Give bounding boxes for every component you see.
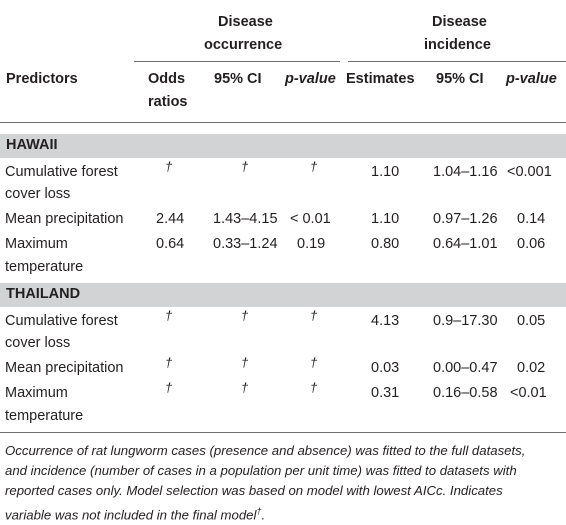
footnote-line1: Occurrence of rat lungworm cases (presen… [5,443,526,458]
pvalue-header-incidence: p-value [506,71,557,87]
odds-ratio-cell: 0.64 [156,236,185,252]
ci-cell-incidence: 0.97–1.26 [433,211,498,227]
ci-cell-occurrence: 1.43–4.15 [213,211,278,227]
pvalue-cell-incidence: <0.001 [507,164,552,180]
ci-cell-incidence: 0.00–0.47 [433,360,498,376]
estimate-cell: 0.03 [371,360,400,376]
predictor-label-line2: cover loss [5,335,71,351]
odds-ratios-header-line1: Odds [148,71,186,87]
footnote-period: . [261,507,266,523]
odds-ratio-cell: † [165,380,173,395]
footnote-line2: and incidence (number of cases in a popu… [5,463,517,478]
incidence-group-underline [348,61,566,62]
pvalue-cell-occurrence: † [310,380,318,395]
ci-cell-occurrence: † [241,355,249,370]
section-title-hawaii: HAWAII [6,137,58,153]
predictor-label-line2: temperature [5,408,84,424]
estimate-cell: 1.10 [371,164,400,180]
pvalue-cell-occurrence: < 0.01 [290,211,331,227]
predictors-header: Predictors [6,71,78,87]
footnote-line4: variable was not included in the final m… [5,501,265,525]
odds-ratios-header-line2: ratios [148,94,188,110]
ci-cell-occurrence: 0.33–1.24 [213,236,278,252]
section-title-thailand: THAILAND [6,286,81,302]
odds-ratio-cell: † [165,308,173,323]
odds-ratio-cell: 2.44 [156,211,185,227]
pvalue-cell-occurrence: † [310,308,318,323]
occurrence-group-title-line1: Disease [218,14,273,30]
occurrence-group-title-line2: occurrence [204,37,283,53]
predictor-label-line1: Cumulative forest [5,164,118,180]
ci-cell-occurrence: † [241,159,249,174]
predictor-label-line1: Mean precipitation [5,211,124,227]
estimate-cell: 1.10 [371,211,400,227]
odds-ratio-cell: † [165,355,173,370]
pvalue-cell-incidence: 0.02 [517,360,546,376]
header-bottom-rule [0,122,566,123]
estimate-cell: 0.31 [371,385,400,401]
occurrence-group-underline [134,61,340,62]
section-band-thailand [0,283,566,307]
ci-header-incidence: 95% CI [436,71,484,87]
estimates-header: Estimates [346,71,415,87]
estimate-cell: 0.80 [371,236,400,252]
odds-ratio-cell: † [165,159,173,174]
predictor-label-line1: Cumulative forest [5,313,118,329]
pvalue-cell-incidence: 0.14 [517,211,546,227]
ci-cell-incidence: 0.64–1.01 [433,236,498,252]
ci-cell-occurrence: † [241,308,249,323]
pvalue-cell-occurrence: 0.19 [297,236,326,252]
ci-cell-incidence: 1.04–1.16 [433,164,498,180]
section-band-hawaii [0,134,566,158]
ci-header-occurrence: 95% CI [214,71,262,87]
ci-cell-incidence: 0.9–17.30 [433,313,498,329]
pvalue-cell-incidence: <0.01 [510,385,547,401]
predictor-label-line2: cover loss [5,186,71,202]
predictor-label-line2: temperature [5,259,84,275]
footnote-line4-text: variable was not included in the final m… [5,507,257,523]
ci-cell-occurrence: † [241,380,249,395]
table-bottom-rule [0,432,566,433]
predictor-label-line1: Mean precipitation [5,360,124,376]
pvalue-header-occurrence: p-value [285,71,336,87]
footnote-line3: reported cases only. Model selection was… [5,483,503,498]
pvalue-cell-occurrence: † [310,159,318,174]
footnote-dagger: † [256,506,262,516]
pvalue-cell-incidence: 0.06 [517,236,546,252]
predictor-label-line1: Maximum [5,385,68,401]
estimate-cell: 4.13 [371,313,400,329]
incidence-group-title-line1: Disease [432,14,487,30]
ci-cell-incidence: 0.16–0.58 [433,385,498,401]
predictor-label-line1: Maximum [5,236,68,252]
pvalue-cell-occurrence: † [310,355,318,370]
incidence-group-title-line2: incidence [424,37,491,53]
pvalue-cell-incidence: 0.05 [517,313,546,329]
